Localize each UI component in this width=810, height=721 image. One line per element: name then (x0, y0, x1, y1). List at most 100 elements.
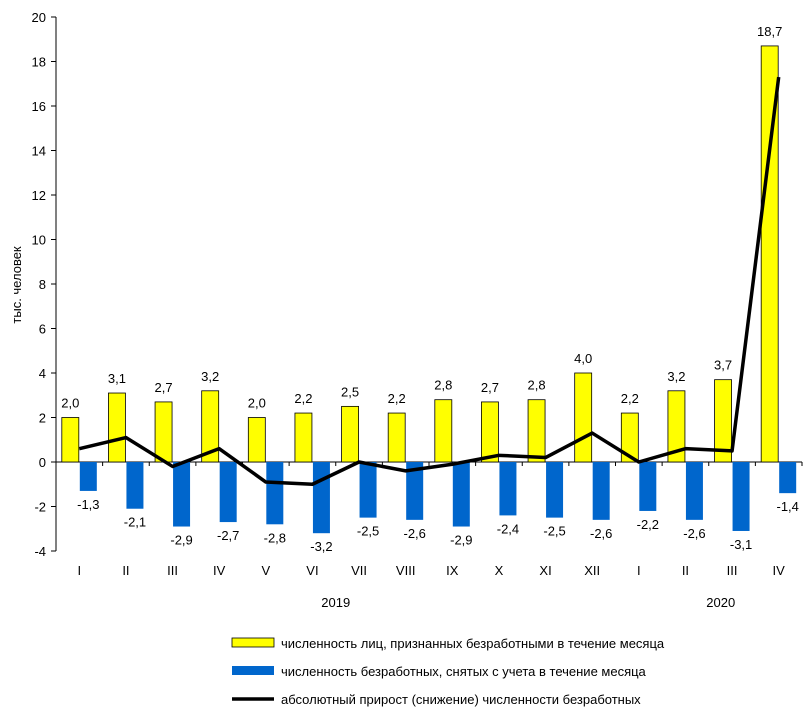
legend-swatch-removed (232, 666, 274, 675)
y-tick-label: 4 (39, 366, 46, 381)
bar-removed (686, 462, 703, 520)
bar-registered (388, 413, 405, 462)
y-tick-label: 2 (39, 411, 46, 426)
data-label-registered: 2,7 (155, 380, 173, 395)
bars (62, 46, 796, 533)
data-label-registered: 3,1 (108, 371, 126, 386)
data-label-registered: 4,0 (574, 351, 592, 366)
x-tick-label: IV (213, 563, 226, 578)
data-label-removed: -2,8 (264, 530, 286, 545)
y-tick-label: 12 (32, 188, 46, 203)
y-tick-label: 8 (39, 277, 46, 292)
y-tick-label: 20 (32, 10, 46, 25)
bar-removed (173, 462, 190, 527)
data-label-removed: -2,4 (497, 521, 519, 536)
data-label-removed: -2,5 (543, 524, 565, 539)
legend-label-removed: численность безработных, снятых с учета … (281, 664, 647, 679)
data-label-removed: -3,2 (310, 539, 332, 554)
y-tick-label: 6 (39, 322, 46, 337)
year-label: 2019 (321, 595, 350, 610)
legend-label-registered: численность лиц, признанных безработными… (281, 636, 665, 651)
bar-removed (779, 462, 796, 493)
bar-registered (108, 393, 125, 462)
data-label-removed: -1,4 (776, 499, 798, 514)
bar-removed (360, 462, 377, 518)
data-label-removed: -2,2 (637, 517, 659, 532)
x-tick-label: I (78, 563, 82, 578)
bar-registered (295, 413, 312, 462)
bar-removed (126, 462, 143, 509)
bar-removed (733, 462, 750, 531)
x-tick-label: IV (773, 563, 786, 578)
y-tick-label: -4 (34, 544, 46, 559)
y-tick-label: 14 (32, 144, 46, 159)
data-label-removed: -2,9 (450, 533, 472, 548)
data-label-removed: -2,6 (683, 526, 705, 541)
data-label-removed: -1,3 (77, 497, 99, 512)
data-label-registered: 2,5 (341, 384, 359, 399)
x-tick-label: I (637, 563, 641, 578)
bar-removed (499, 462, 516, 515)
year-label: 2020 (706, 595, 735, 610)
data-label-registered: 2,7 (481, 380, 499, 395)
bar-removed (453, 462, 470, 527)
x-tick-label: VII (351, 563, 367, 578)
data-label-removed: -2,5 (357, 524, 379, 539)
data-label-removed: -2,1 (124, 515, 146, 530)
bar-removed (266, 462, 283, 524)
bar-removed (313, 462, 330, 533)
data-label-removed: -2,6 (403, 526, 425, 541)
bar-registered (435, 400, 452, 462)
x-tick-label: XII (584, 563, 600, 578)
data-label-registered: 18,7 (757, 24, 782, 39)
data-label-registered: 2,2 (621, 391, 639, 406)
data-label-removed: -3,1 (730, 537, 752, 552)
legend: численность лиц, признанных безработными… (232, 636, 665, 707)
data-label-registered: 2,2 (388, 391, 406, 406)
x-tick-label: II (122, 563, 129, 578)
x-tick-label: III (167, 563, 178, 578)
y-axis-label: тыс. человек (9, 246, 24, 324)
y-tick-label: 18 (32, 55, 46, 70)
data-label-removed: -2,9 (170, 533, 192, 548)
y-tick-label: -2 (34, 500, 46, 515)
bar-registered (248, 418, 265, 463)
x-tick-label: VIII (396, 563, 416, 578)
x-tick-label: IX (446, 563, 459, 578)
y-tick-label: 16 (32, 99, 46, 114)
y-tick-label: 0 (39, 455, 46, 470)
legend-swatch-registered (232, 638, 274, 647)
data-label-registered: 2,8 (434, 378, 452, 393)
x-tick-label: VI (306, 563, 318, 578)
y-tick-label: 10 (32, 233, 46, 248)
bar-registered (155, 402, 172, 462)
data-label-registered: 2,0 (248, 396, 266, 411)
bar-registered (62, 418, 79, 463)
data-label-registered: 3,2 (201, 369, 219, 384)
bar-removed (220, 462, 237, 522)
data-label-registered: 2,8 (528, 378, 546, 393)
bar-registered (342, 406, 359, 462)
bar-removed (639, 462, 656, 511)
data-label-registered: 3,2 (667, 369, 685, 384)
x-tick-label: III (727, 563, 738, 578)
bar-removed (80, 462, 97, 491)
bar-removed (593, 462, 610, 520)
bar-removed (546, 462, 563, 518)
data-label-removed: -2,6 (590, 526, 612, 541)
data-label-registered: 2,2 (294, 391, 312, 406)
data-label-registered: 3,7 (714, 358, 732, 373)
bar-registered (575, 373, 592, 462)
x-tick-label: V (261, 563, 270, 578)
x-tick-label: XI (539, 563, 551, 578)
bar-registered (528, 400, 545, 462)
legend-label-net-change: абсолютный прирост (снижение) численност… (281, 692, 641, 707)
data-label-removed: -2,7 (217, 528, 239, 543)
bar-registered (481, 402, 498, 462)
x-tick-label: X (495, 563, 504, 578)
x-tick-label: II (682, 563, 689, 578)
data-label-registered: 2,0 (61, 396, 79, 411)
